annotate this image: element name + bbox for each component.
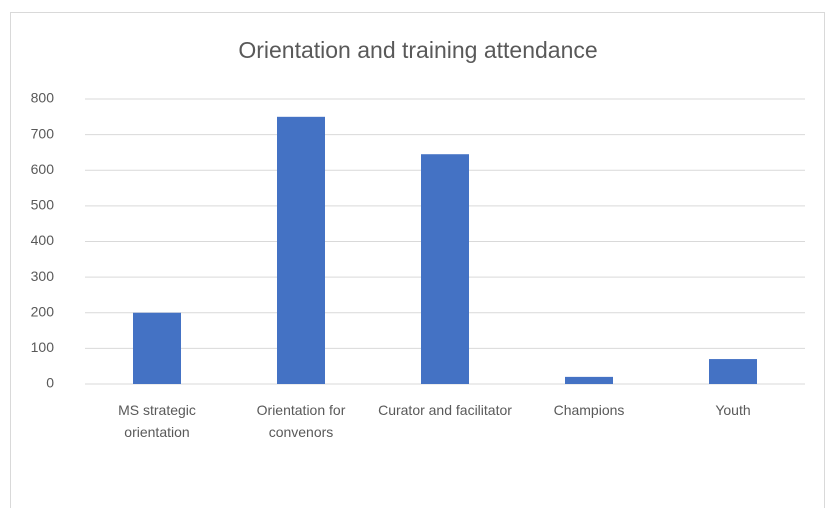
bar [421,154,469,384]
y-tick-label: 400 [31,232,55,248]
chart-frame [10,12,825,508]
chart-title: Orientation and training attendance [238,37,597,63]
y-tick-label: 500 [31,197,55,213]
bar [709,359,757,384]
x-tick-label: Champions [553,402,625,418]
bar [133,312,181,384]
x-tick-label: Curator and facilitator [378,402,512,418]
x-tick-label: Orientation for convenors [256,402,346,440]
y-tick-label: 700 [31,125,55,141]
y-tick-label: 200 [31,303,55,319]
x-tick-label: MS strategic orientation [118,402,196,440]
x-tick-label: Youth [715,402,751,418]
bar [277,116,325,384]
bar [565,376,613,384]
y-tick-label: 800 [31,90,55,106]
y-tick-label: 100 [31,339,55,355]
y-tick-label: 600 [31,161,55,177]
y-tick-label: 0 [46,375,54,391]
y-tick-label: 300 [31,268,55,284]
